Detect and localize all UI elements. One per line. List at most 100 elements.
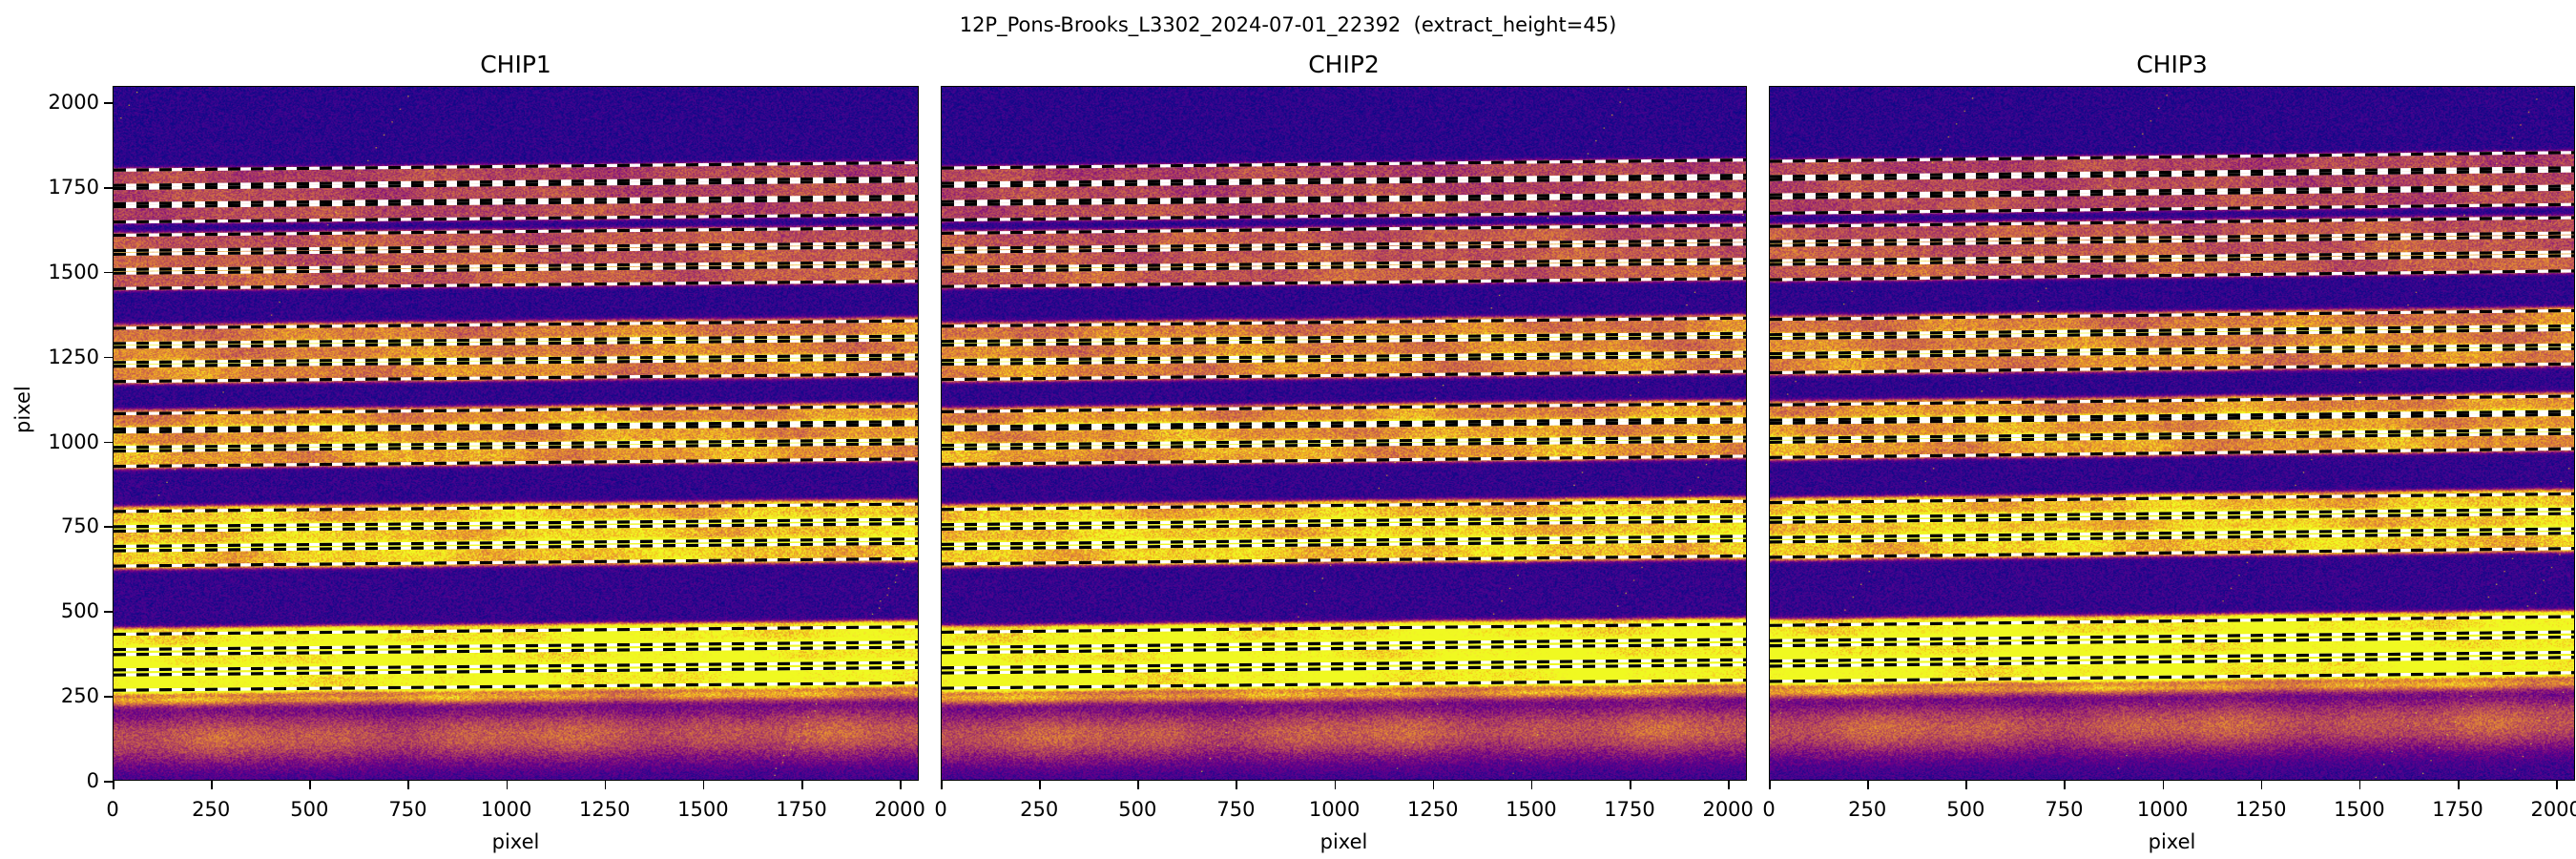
x-tick-label: 1250 (579, 798, 631, 821)
aperture-line-dash (942, 402, 1746, 413)
aperture-line-dash (1770, 202, 2574, 216)
aperture-line-dash (942, 354, 1746, 367)
aperture-line-dash (114, 660, 918, 672)
x-tick (702, 781, 705, 789)
aperture-line-dash (114, 319, 918, 330)
x-tick-label: 1250 (2235, 798, 2287, 821)
x-tick (2458, 781, 2460, 789)
aperture-line-dash (114, 353, 918, 365)
y-tick-label: 1000 (48, 430, 99, 453)
y-tick-label: 1750 (48, 175, 99, 199)
aperture-trace-overlay (942, 158, 1746, 690)
aperture-line-dash (1770, 656, 2574, 668)
aperture-line-dash (114, 241, 918, 253)
y-tick (104, 526, 113, 528)
x-tick-label: 500 (290, 798, 329, 821)
aperture-line-dash (114, 423, 918, 434)
aperture-line-dash (942, 210, 1746, 222)
axes-chip2[interactable] (941, 86, 1747, 781)
aperture-line-dash (942, 514, 1746, 527)
x-tick-label: 750 (2045, 798, 2084, 821)
y-tick-label: 500 (60, 599, 99, 623)
aperture-line-dash (942, 439, 1746, 451)
aperture-line-dash (942, 638, 1746, 650)
aperture-line-dash (114, 245, 918, 257)
aperture-line-dash (1770, 409, 2574, 422)
x-tick (2064, 781, 2067, 789)
x-tick (2556, 781, 2558, 789)
x-tick (1039, 781, 1041, 789)
aperture-line-dash (1770, 343, 2574, 356)
x-tick (604, 781, 607, 789)
aperture-line-dash (114, 338, 918, 349)
x-tick (1965, 781, 1967, 789)
x-tick (900, 781, 902, 789)
aperture-line-dash (114, 438, 918, 450)
aperture-line-dash (114, 457, 918, 469)
y-tick (104, 441, 113, 444)
panel-title-chip1: CHIP1 (480, 51, 551, 78)
x-tick-label: 1000 (2136, 798, 2189, 821)
aperture-line-dash (114, 442, 918, 453)
x-tick (211, 781, 213, 789)
aperture-line-dash (942, 195, 1746, 207)
x-tick-label: 250 (1020, 798, 1059, 821)
y-tick-label: 1250 (48, 345, 99, 368)
aperture-line-dash (942, 499, 1746, 512)
aperture-line-dash (1770, 447, 2574, 459)
aperture-line-dash (942, 239, 1746, 250)
y-tick (104, 102, 113, 104)
figure-suptitle: 12P_Pons-Brooks_L3302_2024-07-01_22392 (… (959, 13, 1617, 36)
aperture-line-dash (942, 350, 1746, 363)
x-tick (1432, 781, 1435, 789)
aperture-line-dash (942, 258, 1746, 269)
aperture-line-dash (942, 331, 1746, 344)
panel-title-chip2: CHIP2 (1308, 51, 1380, 78)
x-tick (2358, 781, 2361, 789)
x-tick-label: 1750 (776, 798, 827, 821)
aperture-line-dash (114, 556, 918, 568)
x-tick (1530, 781, 1533, 789)
aperture-line-dash (114, 405, 918, 416)
aperture-line-dash (1770, 394, 2574, 407)
aperture-line-dash (942, 335, 1746, 347)
aperture-line-dash (942, 658, 1746, 670)
axes-chip3[interactable] (1769, 86, 2575, 781)
aperture-line-dash (114, 195, 918, 206)
aperture-line-dash (942, 622, 1746, 635)
aperture-line-dash (942, 177, 1746, 188)
aperture-line-dash (114, 226, 918, 238)
aperture-line-dash (114, 502, 918, 513)
x-tick-label: 1500 (677, 798, 729, 821)
axes-chip1[interactable] (113, 86, 919, 781)
x-tick (506, 781, 509, 789)
panel-chip2: CHIP2 pixel 0 250 500 750 1000 1250 1500 1750 20… (934, 51, 1754, 853)
aperture-line-dash (942, 316, 1746, 328)
x-tick-label: 1500 (1506, 798, 1557, 821)
aperture-line-dash (114, 279, 918, 290)
x-tick-label: 750 (388, 798, 427, 821)
aperture-line-dash (1770, 324, 2574, 337)
aperture-line-dash (1770, 235, 2574, 247)
aperture-line-dash (1770, 492, 2574, 505)
aperture-line-dash (942, 642, 1746, 655)
x-tick-label: 500 (1118, 798, 1157, 821)
x-tick (801, 781, 803, 789)
aperture-line-dash (1770, 412, 2574, 426)
aperture-line-dash (942, 662, 1746, 675)
aperture-line-dash (1770, 187, 2574, 200)
aperture-line-dash (1770, 151, 2574, 163)
aperture-line-dash (114, 537, 918, 549)
aperture-line-dash (942, 158, 1746, 170)
aperture-line-dash (942, 554, 1746, 566)
x-tick-label: 0 (934, 798, 947, 821)
y-tick (104, 271, 113, 274)
aperture-line-dash (114, 541, 918, 553)
aperture-line-dash (114, 640, 918, 652)
x-tick-label: 250 (192, 798, 231, 821)
aperture-line-dash (114, 522, 918, 534)
aperture-line-dash (942, 534, 1746, 546)
aperture-line-dash (1770, 671, 2574, 683)
aperture-line-dash (1770, 308, 2574, 322)
x-tick-label: 1750 (2432, 798, 2483, 821)
